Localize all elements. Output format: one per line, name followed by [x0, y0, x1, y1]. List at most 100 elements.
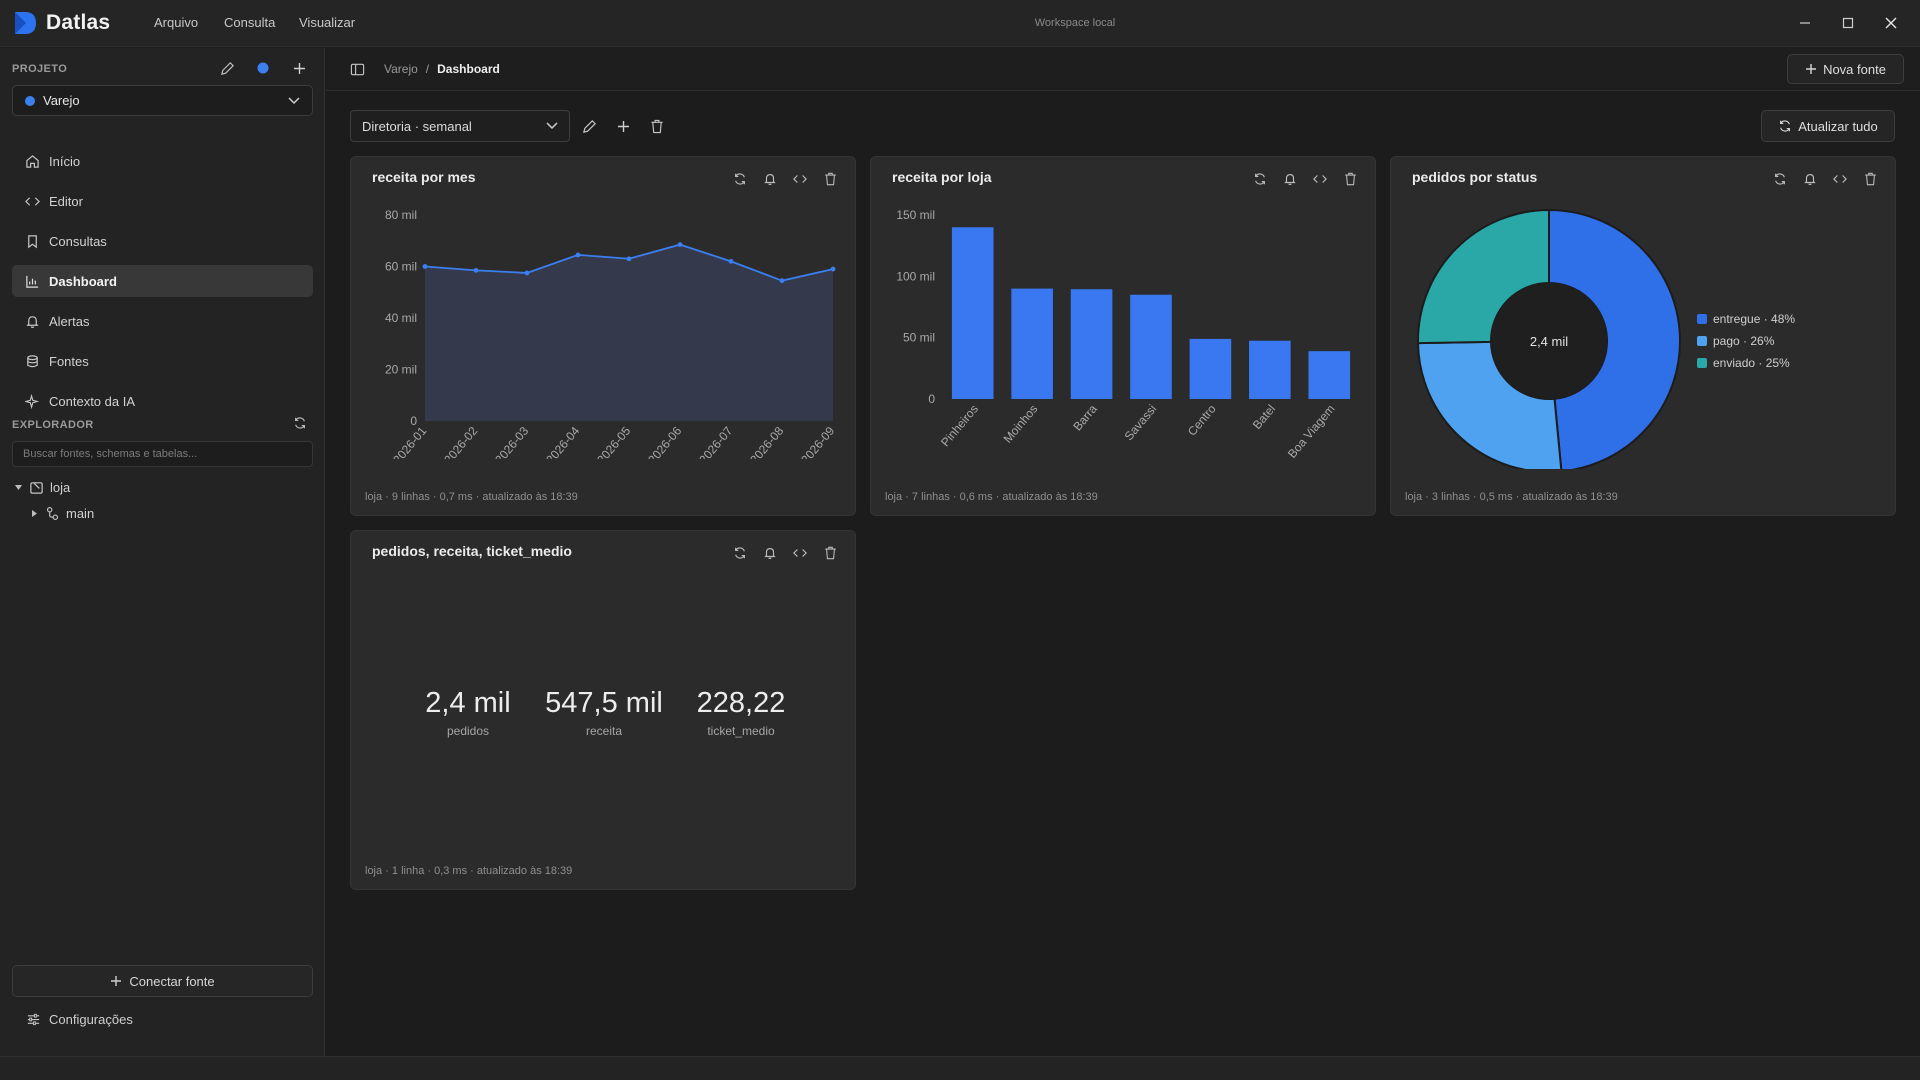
x-tick-label: Moinhos	[1001, 402, 1041, 446]
delete-card-button[interactable]	[819, 542, 841, 564]
explorer-search-input[interactable]	[12, 441, 313, 467]
pie-legend: entregue · 48% pago · 26% enviado · 25%	[1697, 308, 1795, 374]
breadcrumb-item[interactable]: Varejo	[384, 62, 418, 76]
view-sql-button[interactable]	[789, 542, 811, 564]
title-bar: Datlas Arquivo Consulta Visualizar Works…	[0, 0, 1920, 47]
card-metricas: pedidos, receita, ticket_medio 2,4 mil p…	[350, 530, 856, 890]
menu-visualizar[interactable]: Visualizar	[299, 15, 356, 30]
nav-item-label: Alertas	[49, 313, 90, 329]
nav-item-label: Dashboard	[49, 273, 117, 289]
x-tick-label: Pinheiros	[938, 402, 981, 449]
card-actions	[729, 168, 841, 190]
nav-item-dashboard[interactable]: Dashboard	[12, 265, 313, 297]
metric-value: 2,4 mil	[425, 687, 511, 719]
menu-consulta[interactable]: Consulta	[224, 15, 276, 30]
y-tick-label: 150 mil	[896, 208, 935, 222]
plus-icon	[1805, 63, 1817, 75]
data-point	[626, 256, 632, 262]
delete-card-button[interactable]	[819, 168, 841, 190]
delete-card-button[interactable]	[1859, 168, 1881, 190]
card-actions	[729, 542, 841, 564]
edit-dashboard-button[interactable]	[578, 115, 600, 137]
new-source-button[interactable]: Nova fonte	[1787, 54, 1904, 84]
add-project-button[interactable]	[288, 57, 310, 79]
legend-swatch	[1697, 314, 1707, 324]
refresh-all-label: Atualizar tudo	[1798, 118, 1878, 134]
alert-card-button[interactable]	[1279, 168, 1301, 190]
delete-dashboard-button[interactable]	[646, 115, 668, 137]
data-point	[422, 264, 428, 269]
x-tick-label: 2026-04	[543, 424, 582, 459]
breadcrumb: Varejo / Dashboard	[384, 62, 500, 76]
bar-chart: 0 50 mil 100 mil 150 mil Pinheiros Moinhos Bar…	[896, 208, 1351, 459]
tree-item-label: main	[66, 505, 95, 521]
metric-value: 547,5 mil	[545, 687, 663, 719]
toggle-sidebar-button[interactable]	[346, 58, 368, 80]
y-tick-label: 0	[410, 414, 417, 428]
data-point	[728, 258, 734, 264]
legend-item-pago: pago · 26%	[1697, 330, 1795, 352]
project-color-button[interactable]	[252, 57, 274, 79]
add-dashboard-button[interactable]	[612, 115, 634, 137]
close-window-button[interactable]	[1879, 12, 1903, 34]
menu-arquivo[interactable]: Arquivo	[154, 15, 199, 30]
x-tick-label: 2026-01	[390, 424, 429, 459]
refresh-card-button[interactable]	[729, 542, 751, 564]
datlas-logo-icon	[12, 10, 38, 36]
delete-card-button[interactable]	[1339, 168, 1361, 190]
nav-item-alertas[interactable]: Alertas	[12, 305, 313, 337]
nav-item-label: Editor	[49, 193, 83, 209]
view-sql-button[interactable]	[1829, 168, 1851, 190]
minimize-button[interactable]	[1793, 12, 1817, 34]
alert-card-button[interactable]	[1799, 168, 1821, 190]
x-tick-label: 2026-05	[594, 424, 633, 459]
view-sql-button[interactable]	[789, 168, 811, 190]
data-point	[575, 252, 581, 258]
bar-chart-icon	[25, 274, 40, 289]
data-point	[677, 242, 683, 248]
nav-item-inicio[interactable]: Início	[12, 145, 313, 177]
settings-button[interactable]: Configurações	[26, 1012, 133, 1027]
y-tick-label: 50 mil	[903, 331, 935, 345]
tree-item-loja[interactable]: loja	[14, 477, 70, 497]
app-brand: Datlas	[12, 10, 110, 36]
edit-project-button[interactable]	[216, 57, 238, 79]
refresh-explorer-button[interactable]	[289, 412, 311, 434]
alert-card-button[interactable]	[759, 542, 781, 564]
connect-source-label: Conectar fonte	[129, 973, 215, 989]
card-actions	[1249, 168, 1361, 190]
tree-item-main[interactable]: main	[30, 503, 94, 523]
bar	[1011, 288, 1053, 399]
project-select[interactable]: Varejo	[12, 85, 313, 116]
nav-item-fontes[interactable]: Fontes	[12, 345, 313, 377]
connect-source-button[interactable]: Conectar fonte	[12, 965, 313, 997]
metric-ticket-medio: 228,22 ticket_medio	[656, 687, 826, 738]
refresh-card-button[interactable]	[729, 168, 751, 190]
legend-swatch	[1697, 358, 1707, 368]
data-point	[524, 270, 530, 276]
nav-item-consultas[interactable]: Consultas	[12, 225, 313, 257]
nav-item-label: Fontes	[49, 353, 89, 369]
x-tick-label: Centro	[1185, 402, 1219, 439]
card-actions	[1769, 168, 1881, 190]
refresh-card-button[interactable]	[1769, 168, 1791, 190]
caret-down-icon	[14, 483, 23, 492]
metric-receita: 547,5 mil receita	[519, 687, 689, 738]
nav-item-contexto-ia[interactable]: Contexto da IA	[12, 385, 313, 417]
maximize-button[interactable]	[1836, 12, 1860, 34]
x-tick-label: Boa Viagem	[1285, 402, 1338, 459]
bar	[1070, 289, 1113, 399]
card-title: receita por mes	[372, 169, 476, 185]
alert-card-button[interactable]	[759, 168, 781, 190]
project-color-dot	[25, 95, 35, 106]
legend-item-entregue: entregue · 48%	[1697, 308, 1795, 330]
metric-pedidos: 2,4 mil pedidos	[383, 687, 553, 738]
data-point	[830, 266, 836, 272]
refresh-card-button[interactable]	[1249, 168, 1271, 190]
refresh-all-button[interactable]: Atualizar tudo	[1761, 110, 1895, 142]
nav-item-editor[interactable]: Editor	[12, 185, 313, 217]
x-tick-label: 2026-02	[441, 424, 480, 459]
dashboard-select[interactable]: Diretoria · semanal	[350, 110, 570, 142]
view-sql-button[interactable]	[1309, 168, 1331, 190]
y-tick-label: 60 mil	[385, 260, 417, 274]
